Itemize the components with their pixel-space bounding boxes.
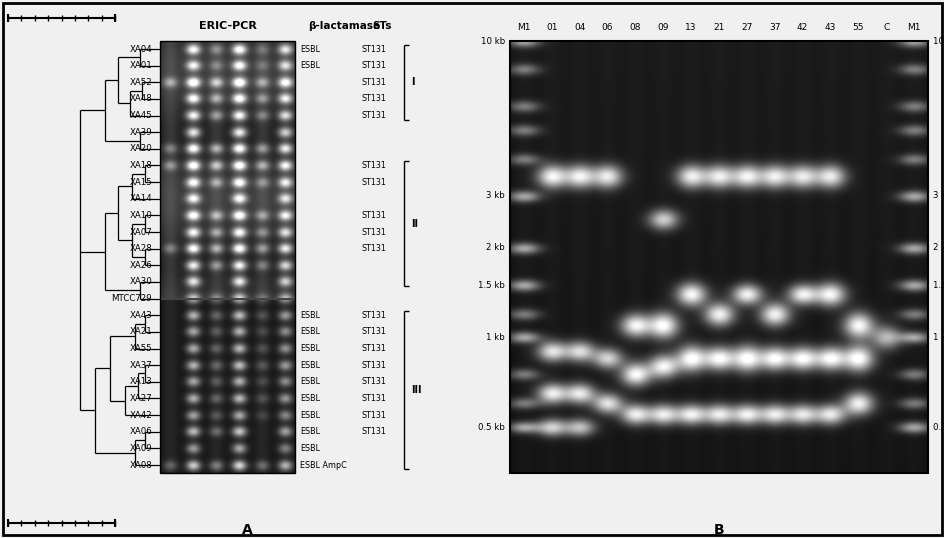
Text: 0.5 kb: 0.5 kb — [932, 422, 944, 431]
Text: XA14: XA14 — [129, 194, 152, 203]
Text: 10 kb: 10 kb — [480, 37, 504, 46]
Text: 21: 21 — [713, 24, 724, 32]
Text: ESBL: ESBL — [299, 61, 320, 70]
Text: XA48: XA48 — [129, 95, 152, 103]
Text: XA06: XA06 — [129, 427, 152, 436]
Text: ST131: ST131 — [362, 45, 386, 53]
Text: ESBL: ESBL — [299, 444, 320, 453]
Text: 27: 27 — [740, 24, 751, 32]
Text: 37: 37 — [768, 24, 780, 32]
Bar — [510, 41, 927, 473]
Text: XA30: XA30 — [129, 278, 152, 286]
Text: ERIC-PCR: ERIC-PCR — [198, 21, 256, 31]
Text: II: II — [411, 219, 417, 229]
Text: XA26: XA26 — [129, 261, 152, 270]
Text: 2 kb: 2 kb — [932, 244, 944, 252]
Text: MTCC729: MTCC729 — [111, 294, 152, 303]
Text: XA42: XA42 — [129, 410, 152, 420]
Text: XA39: XA39 — [129, 128, 152, 137]
Text: ST131: ST131 — [362, 61, 386, 70]
Text: 42: 42 — [796, 24, 807, 32]
Text: STs: STs — [372, 21, 391, 31]
Text: XA21: XA21 — [129, 328, 152, 336]
Text: ESBL: ESBL — [299, 410, 320, 420]
Text: XA15: XA15 — [129, 178, 152, 187]
Text: ST131: ST131 — [362, 328, 386, 336]
Text: ESBL: ESBL — [299, 427, 320, 436]
Text: 43: 43 — [824, 24, 835, 32]
Text: III: III — [411, 385, 421, 395]
Text: 09: 09 — [657, 24, 668, 32]
Text: ST131: ST131 — [362, 344, 386, 353]
Text: β-lactamase: β-lactamase — [308, 21, 379, 31]
Text: ST131: ST131 — [362, 311, 386, 320]
Text: 1.5 kb: 1.5 kb — [478, 280, 504, 289]
Bar — [160, 41, 295, 473]
Text: XA07: XA07 — [129, 228, 152, 237]
Text: ST131: ST131 — [362, 211, 386, 220]
Text: ST131: ST131 — [362, 244, 386, 253]
Text: XA04: XA04 — [129, 45, 152, 53]
Text: ST131: ST131 — [362, 178, 386, 187]
Text: XA20: XA20 — [129, 144, 152, 153]
Text: XA08: XA08 — [129, 461, 152, 470]
Text: I: I — [411, 77, 414, 87]
Text: 1 kb: 1 kb — [486, 332, 504, 342]
Text: 1 kb: 1 kb — [932, 332, 944, 342]
Text: ST131: ST131 — [362, 95, 386, 103]
Text: B: B — [713, 523, 723, 537]
Text: M1: M1 — [906, 24, 919, 32]
Text: M1: M1 — [516, 24, 531, 32]
Text: XA27: XA27 — [129, 394, 152, 403]
Text: ESBL: ESBL — [299, 328, 320, 336]
Text: ST131: ST131 — [362, 78, 386, 87]
Text: XA13: XA13 — [129, 377, 152, 386]
Text: ESBL: ESBL — [299, 311, 320, 320]
Text: ESBL: ESBL — [299, 344, 320, 353]
Text: XA18: XA18 — [129, 161, 152, 170]
Text: 0.5 kb: 0.5 kb — [478, 422, 504, 431]
Text: ESBL AmpC: ESBL AmpC — [299, 461, 346, 470]
Text: XA52: XA52 — [129, 78, 152, 87]
Text: 01: 01 — [546, 24, 557, 32]
Text: ESBL: ESBL — [299, 45, 320, 53]
Text: 06: 06 — [601, 24, 613, 32]
Text: 3 kb: 3 kb — [932, 192, 944, 201]
Text: 1.5 kb: 1.5 kb — [932, 280, 944, 289]
Text: XA43: XA43 — [129, 311, 152, 320]
Text: XA55: XA55 — [129, 344, 152, 353]
Text: ST131: ST131 — [362, 427, 386, 436]
Text: XA37: XA37 — [129, 360, 152, 370]
Text: 04: 04 — [573, 24, 584, 32]
Text: 55: 55 — [851, 24, 863, 32]
Text: 3 kb: 3 kb — [486, 192, 504, 201]
Text: A: A — [242, 523, 253, 537]
Text: ST131: ST131 — [362, 410, 386, 420]
Text: 2 kb: 2 kb — [486, 244, 504, 252]
Text: ESBL: ESBL — [299, 377, 320, 386]
Text: XA01: XA01 — [129, 61, 152, 70]
Text: XA28: XA28 — [129, 244, 152, 253]
Text: ST131: ST131 — [362, 228, 386, 237]
Text: 10 kb: 10 kb — [932, 37, 944, 46]
Text: ST131: ST131 — [362, 111, 386, 120]
Text: ST131: ST131 — [362, 394, 386, 403]
Text: ESBL: ESBL — [299, 360, 320, 370]
Text: ESBL: ESBL — [299, 394, 320, 403]
Text: XA09: XA09 — [129, 444, 152, 453]
Text: XA10: XA10 — [129, 211, 152, 220]
Text: C: C — [882, 24, 888, 32]
Text: ST131: ST131 — [362, 360, 386, 370]
Text: ST131: ST131 — [362, 377, 386, 386]
Text: XA45: XA45 — [129, 111, 152, 120]
Text: ST131: ST131 — [362, 161, 386, 170]
Text: 08: 08 — [629, 24, 640, 32]
Text: 13: 13 — [684, 24, 696, 32]
